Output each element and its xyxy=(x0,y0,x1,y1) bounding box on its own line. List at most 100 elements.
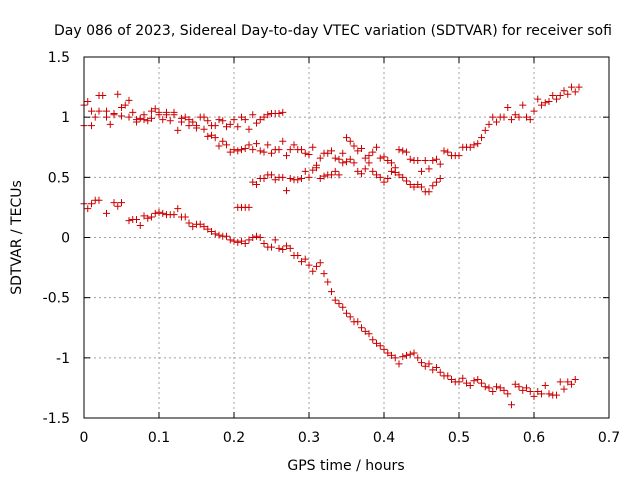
data-point-track-cross xyxy=(429,182,437,190)
data-point-track-lower xyxy=(279,246,287,254)
data-point-track-middle xyxy=(504,104,512,112)
data-point-track-cross xyxy=(268,171,275,179)
data-point-track-middle xyxy=(346,137,354,145)
y-tick-labels: 1.5 1 0.5 0 -0.5 -1 -1.5 xyxy=(43,50,70,427)
data-point-track-middle xyxy=(526,116,534,124)
x-tick-label: 0.3 xyxy=(298,430,320,446)
data-point-track-upper xyxy=(174,126,182,134)
data-point-track-lower xyxy=(478,379,485,387)
data-point-track-cross xyxy=(245,203,253,211)
data-point-track-lower xyxy=(361,327,369,335)
data-point-track-lower xyxy=(526,388,534,396)
data-point-track-middle xyxy=(335,155,343,163)
data-point-track-middle xyxy=(140,116,148,124)
data-point-track-lower xyxy=(88,200,95,208)
data-point-track-middle xyxy=(433,155,440,163)
data-point-track-upper xyxy=(84,98,92,106)
data-point-track-middle xyxy=(380,153,388,161)
data-point-track-middle xyxy=(361,154,369,162)
data-point-track-middle xyxy=(148,107,155,115)
data-point-track-cross xyxy=(425,188,433,196)
data-point-track-middle xyxy=(470,141,478,149)
data-point-track-middle xyxy=(395,146,403,154)
data-point-track-lower xyxy=(253,232,260,240)
data-point-track-cross xyxy=(301,167,309,175)
data-point-track-lower xyxy=(481,383,489,391)
data-point-track-upper xyxy=(91,113,99,121)
x-tick-label: 0.6 xyxy=(523,430,545,446)
data-point-track-lower xyxy=(238,237,245,245)
x-tick-label: 0.4 xyxy=(373,430,395,446)
data-point-track-middle xyxy=(301,149,309,157)
data-point-track-upper xyxy=(219,117,227,125)
data-point-track-middle xyxy=(264,141,272,149)
data-point-track-middle xyxy=(230,146,238,154)
data-point-track-lower xyxy=(448,375,455,383)
data-point-track-upper xyxy=(181,113,189,121)
y-tick-label: 1 xyxy=(61,110,70,126)
data-point-track-upper xyxy=(249,111,257,119)
data-point-track-middle xyxy=(376,154,384,162)
data-point-track-cross xyxy=(418,183,425,191)
data-point-track-middle xyxy=(541,99,549,107)
data-point-track-lower xyxy=(418,359,425,367)
data-point-track-middle xyxy=(425,165,433,173)
data-point-track-cross xyxy=(335,171,343,179)
data-point-track-middle xyxy=(530,107,538,115)
data-point-track-middle xyxy=(343,134,350,142)
data-point-track-middle xyxy=(215,142,223,150)
data-point-track-middle xyxy=(118,104,125,112)
data-point-track-lower xyxy=(208,227,215,235)
data-point-track-middle xyxy=(403,148,410,156)
data-point-track-lower xyxy=(185,219,193,227)
data-point-track-lower xyxy=(133,215,140,223)
x-tick-label: 0.1 xyxy=(148,430,170,446)
data-point-track-lower xyxy=(211,230,219,238)
data-point-track-middle xyxy=(103,113,110,121)
data-point-track-lower xyxy=(226,236,234,244)
data-point-track-cross xyxy=(320,172,328,180)
data-point-track-middle xyxy=(95,107,103,115)
data-point-track-lower xyxy=(433,363,440,371)
y-tick-label: 0 xyxy=(61,231,70,247)
data-point-track-cross xyxy=(283,187,290,195)
data-point-track-upper xyxy=(99,92,107,100)
data-point-track-middle xyxy=(406,155,414,163)
data-point-track-lower xyxy=(519,386,527,394)
data-point-track-lower xyxy=(215,231,223,239)
data-point-track-cross xyxy=(305,173,313,181)
data-point-track-middle xyxy=(298,146,305,154)
data-point-track-lower xyxy=(354,318,362,326)
data-point-track-middle xyxy=(226,148,234,156)
data-point-track-lower xyxy=(523,384,530,392)
data-point-track-middle xyxy=(421,156,429,164)
data-point-track-upper xyxy=(256,116,264,124)
data-point-track-lower xyxy=(256,234,264,241)
x-tick-label: 0.7 xyxy=(598,430,620,446)
data-point-track-upper xyxy=(121,101,129,109)
data-point-track-lower xyxy=(571,375,579,383)
data-point-track-lower xyxy=(568,380,575,388)
data-point-track-lower xyxy=(118,199,125,207)
x-tick-label: 0 xyxy=(80,430,89,446)
data-point-track-lower xyxy=(331,296,339,304)
data-point-track-upper xyxy=(106,120,114,128)
data-point-track-middle xyxy=(560,87,568,95)
data-point-track-middle xyxy=(339,149,347,157)
data-point-track-cross xyxy=(436,175,444,183)
data-point-track-upper xyxy=(204,117,212,125)
data-point-track-cross xyxy=(406,181,414,189)
data-point-track-cross xyxy=(369,167,377,175)
data-point-track-cross xyxy=(373,171,380,179)
x-tick-label: 0.5 xyxy=(448,430,470,446)
data-point-track-lower xyxy=(511,380,519,388)
data-point-track-middle xyxy=(564,90,572,98)
data-point-track-middle xyxy=(418,167,425,175)
chart-title: Day 086 of 2023, Sidereal Day-to-day VTE… xyxy=(54,23,612,39)
data-point-track-middle xyxy=(223,141,230,149)
data-point-track-upper xyxy=(260,113,268,121)
data-point-track-middle xyxy=(515,113,523,121)
data-point-track-lower xyxy=(373,339,380,347)
data-point-track-upper xyxy=(253,119,260,127)
data-point-track-cross xyxy=(414,181,422,189)
